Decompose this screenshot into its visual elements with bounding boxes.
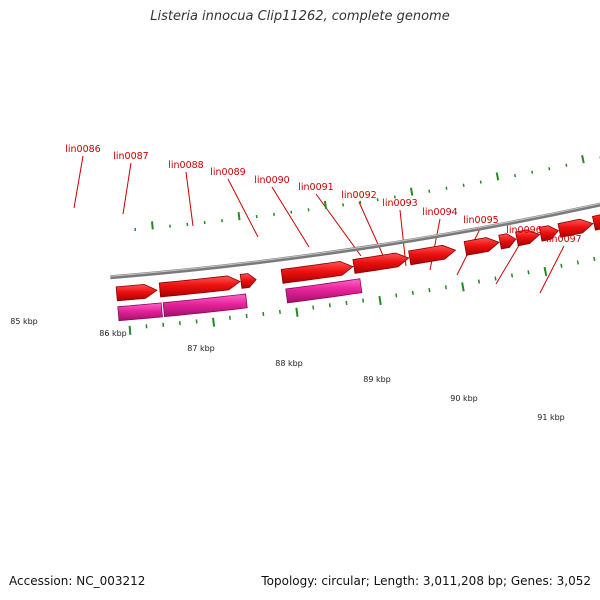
gene-arrow [538,225,560,242]
gene-label: lin0093 [382,198,417,209]
gene-arrow [239,273,257,289]
scale-tick [510,273,514,278]
gene-arrow [408,244,457,266]
leader-line [73,155,84,209]
scale-ticks [128,155,600,335]
scale-tick [560,263,563,268]
scale-tick [444,285,448,290]
scale-label: 90 kbp [450,394,478,403]
scale-tick [445,186,448,190]
backbone-highlight [110,203,600,277]
scale-tick [212,317,216,327]
map-title: Listeria innocua Clip11262, complete gen… [150,9,450,24]
scale-tick [527,270,530,275]
gene-label: lin0095 [463,215,498,226]
genome-stats-text: Topology: circular; Length: 3,011,208 bp… [261,574,591,588]
gene-label: lin0097 [546,234,581,245]
scale-tick [295,307,299,317]
scale-tick [328,303,331,308]
gene-arrow [115,283,158,302]
gene-label: lin0089 [210,167,245,178]
leader-line [539,245,565,294]
gene-label: lin0086 [65,144,100,155]
scale-tick [428,189,431,193]
scale-tick [494,276,497,281]
gene-arrow [592,214,600,231]
gene-arrow [463,237,500,256]
scale-tick [151,221,154,230]
scale-tick [362,298,365,303]
gene-feature-pink [162,293,248,318]
gene-arrow [557,218,594,238]
leader-line [429,218,441,271]
backbone [110,202,600,280]
scale-tick [593,256,596,262]
scale-tick [378,295,382,306]
scale-label: 86 kbp [99,329,127,338]
gene-feature-pink [117,302,163,322]
gene-label: lin0088 [168,160,203,171]
gene-arrow [352,252,410,274]
scale-tick [410,187,414,196]
labels: lin0086 lin0087 lin0088 lin0089 lin0090 lin00… [10,144,582,422]
gene-label: lin0092 [341,190,376,201]
scale-tick [323,200,328,210]
gene-label: lin0087 [113,151,148,162]
gene-arrow [280,261,354,284]
scale-label: 89 kbp [363,375,391,384]
scale-tick [477,279,481,284]
scale-tick [543,266,548,277]
scale-tick [565,163,568,167]
scale-tick [428,287,431,293]
scale-tick [278,309,281,314]
gene-arrow [515,229,541,247]
scale-tick [548,167,551,171]
gene-arrow [498,233,517,250]
scale-tick [514,173,517,178]
backbone-arc [110,202,600,280]
leader-line [271,186,310,248]
scale-label: 91 kbp [537,413,565,422]
scale-tick [531,170,534,174]
leader-line [227,178,259,238]
scale-tick [576,260,579,265]
scale-tick [461,282,465,292]
scale-tick [411,290,414,295]
scale-tick [395,293,398,298]
scale-tick [128,325,132,335]
gene-arrow [158,275,241,298]
gene-label: lin0090 [254,175,289,186]
gene-label: lin0096 [506,225,541,236]
scale-tick [462,183,465,187]
scale-tick [479,180,482,184]
leader-line [358,201,387,263]
scale-label: 85 kbp [10,317,38,326]
gene-feature-pink [285,278,363,304]
scale-tick [495,172,500,181]
leader-line [315,193,362,257]
scale-label: 87 kbp [187,344,215,353]
accession-text: Accession: NC_003212 [9,574,146,588]
scale-tick [237,212,241,221]
leader-line [185,171,194,227]
scale-label: 88 kbp [275,359,303,368]
scale-tick [581,155,585,164]
leader-line [122,162,132,215]
scale-tick [345,300,348,306]
gene-features [115,214,600,322]
gene-label: lin0094 [422,207,457,218]
scale-tick [312,305,315,310]
gene-label: lin0091 [298,182,333,193]
